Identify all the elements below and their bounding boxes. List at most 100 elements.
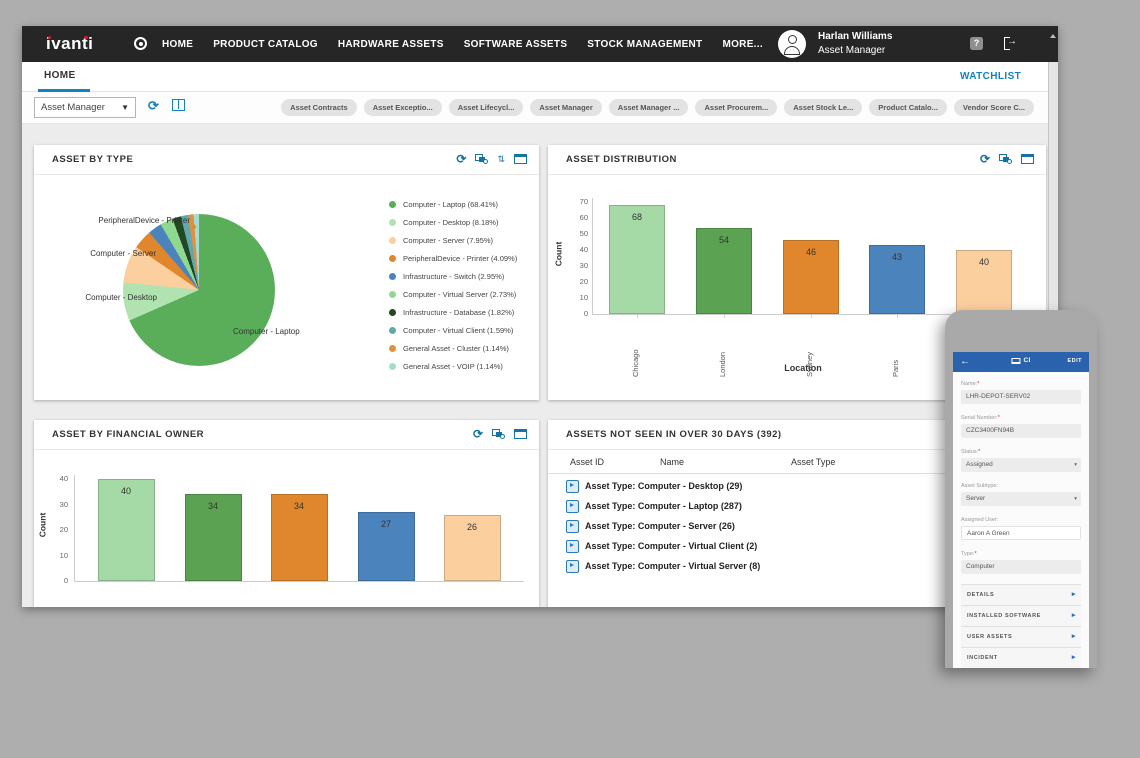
bar-value-27[interactable]	[357, 512, 415, 581]
bar-paris[interactable]	[869, 245, 925, 314]
chip-vendor-score-c[interactable]: Vendor Score C...	[953, 99, 1034, 116]
expand-icon[interactable]	[566, 519, 579, 533]
refresh-icon[interactable]: ⟳	[472, 427, 483, 441]
legend-item[interactable]: General Asset - VOIP (1.14%)	[389, 357, 517, 375]
expand-icon[interactable]	[566, 479, 579, 493]
section-incident[interactable]: INCIDENT ▸	[961, 647, 1081, 668]
legend-item[interactable]: General Asset - Cluster (1.14%)	[389, 339, 517, 357]
chip-asset-stock-le[interactable]: Asset Stock Le...	[784, 99, 863, 116]
expand-icon[interactable]	[566, 539, 579, 553]
legend-item[interactable]: PeripheralDevice - Printer (4.09%)	[389, 249, 517, 267]
pie-chart[interactable]	[123, 214, 275, 366]
legend-item[interactable]: Computer - Server (7.95%)	[389, 231, 517, 249]
nav-item-home[interactable]: HOME	[162, 38, 194, 50]
expand-icon[interactable]	[566, 499, 579, 513]
bar-value-40[interactable]	[97, 479, 155, 581]
table-row[interactable]: Asset Type: Computer - Virtual Server (8…	[548, 556, 1046, 576]
nav-item-hardware-assets[interactable]: HARDWARE ASSETS	[337, 38, 444, 50]
legend-item[interactable]: Computer - Desktop (8.18%)	[389, 213, 517, 231]
chip-asset-contracts[interactable]: Asset Contracts	[281, 99, 357, 116]
pie-label-desktop: Computer - Desktop	[85, 293, 157, 302]
export-icon[interactable]	[492, 428, 505, 440]
bar-value-40[interactable]	[956, 250, 1012, 314]
columns-layout-icon[interactable]	[172, 99, 185, 111]
section-details[interactable]: DETAILS ▸	[961, 584, 1081, 605]
export-icon[interactable]	[999, 153, 1012, 165]
bar-value-34[interactable]	[184, 494, 242, 581]
phone-fields: Name:* LHR-DEPOT-SERV02 Serial Number:* CZC…	[961, 380, 1081, 574]
field-select[interactable]: Assigned ▾	[961, 458, 1081, 472]
maximize-icon[interactable]	[514, 429, 527, 439]
field-input[interactable]: LHR-DEPOT-SERV02	[961, 390, 1081, 404]
expand-icon[interactable]	[566, 559, 579, 573]
table-row[interactable]: Asset Type: Computer - Virtual Client (2…	[548, 536, 1046, 556]
legend-dot-icon	[389, 272, 396, 280]
chip-asset-procurem[interactable]: Asset Procurem...	[695, 99, 778, 116]
tab-home[interactable]: HOME	[44, 70, 76, 81]
sign-out-icon[interactable]: →	[1004, 36, 1018, 50]
field-select[interactable]: Server ▾	[961, 492, 1081, 506]
field-serial-number: Serial Number:* CZC3400FN94B	[961, 414, 1081, 438]
bar-sydney[interactable]	[783, 240, 839, 314]
legend-item[interactable]: Infrastructure - Database (1.82%)	[389, 303, 517, 321]
section-installed-software[interactable]: INSTALLED SOFTWARE ▸	[961, 605, 1081, 626]
field-input[interactable]: CZC3400FN94B	[961, 424, 1081, 438]
bar-value-34[interactable]	[270, 494, 328, 581]
chip-asset-lifecycl[interactable]: Asset Lifecycl...	[448, 99, 524, 116]
table-row-label: Asset Type: Computer - Virtual Server (8…	[585, 561, 761, 571]
column-asset-type[interactable]: Asset Type	[791, 457, 836, 467]
legend-item[interactable]: Computer - Virtual Client (1.59%)	[389, 321, 517, 339]
edit-button[interactable]: EDIT	[1067, 358, 1082, 364]
x-tick-mark	[724, 314, 725, 318]
refresh-icon[interactable]: ⟳	[979, 152, 990, 166]
sort-icon[interactable]: ⇅	[497, 154, 505, 164]
table-row[interactable]: Asset Type: Computer - Laptop (287)	[548, 496, 1046, 516]
nav-item-stock-management[interactable]: STOCK MANAGEMENT	[587, 38, 703, 50]
x-tick-mark	[811, 314, 812, 318]
legend-item[interactable]: Infrastructure - Switch (2.95%)	[389, 267, 517, 285]
panel-title: ASSET BY FINANCIAL OWNER	[52, 429, 205, 440]
window-scrollbar[interactable]	[1048, 26, 1058, 62]
nav-item-product-catalog[interactable]: PRODUCT CATALOG	[213, 38, 318, 50]
section-user-assets[interactable]: USER ASSETS ▸	[961, 626, 1081, 647]
role-selector[interactable]: Asset Manager ▼	[34, 97, 136, 118]
chip-asset-manager[interactable]: Asset Manager	[530, 99, 602, 116]
chevron-right-icon: ▸	[1071, 612, 1076, 619]
table-row[interactable]: Asset Type: Computer - Desktop (29)	[548, 476, 1046, 496]
scroll-up-icon[interactable]	[1049, 34, 1056, 38]
refresh-icon[interactable]: ⟳	[456, 152, 467, 166]
legend-label: Computer - Virtual Client (1.59%)	[403, 325, 514, 335]
refresh-icon[interactable]: ⟳	[148, 98, 159, 113]
export-icon[interactable]	[475, 153, 489, 165]
maximize-icon[interactable]	[514, 154, 527, 164]
column-name[interactable]: Name	[660, 457, 685, 467]
maximize-icon[interactable]	[1021, 154, 1034, 164]
nav-item-software-assets[interactable]: SOFTWARE ASSETS	[463, 38, 568, 50]
chip-asset-manager[interactable]: Asset Manager ...	[608, 99, 689, 116]
bar-value-label: 34	[293, 501, 304, 512]
back-arrow-icon[interactable]: ←	[960, 356, 970, 367]
bar-chicago[interactable]	[609, 205, 665, 314]
field-input[interactable]: Aaron A Green	[961, 526, 1081, 540]
legend-item[interactable]: Computer - Virtual Server (2.73%)	[389, 285, 517, 303]
chevron-right-icon: ▸	[1071, 591, 1076, 598]
bar-value-label: 40	[120, 486, 131, 496]
watchlist-link[interactable]: WATCHLIST	[960, 71, 1022, 82]
bar-value-26[interactable]	[443, 514, 501, 581]
column-asset-id[interactable]: Asset ID	[570, 457, 605, 467]
help-icon[interactable]: ?	[970, 37, 983, 50]
table-row-label: Asset Type: Computer - Server (26)	[585, 521, 735, 531]
nav-item-more[interactable]: MORE...	[722, 38, 763, 50]
workspace-target-icon[interactable]	[134, 37, 147, 50]
panel-asset-distribution: ASSET DISTRIBUTION ⟳ Count Location 0 10 2…	[548, 145, 1046, 400]
legend-item[interactable]: Computer - Laptop (68.41%)	[389, 195, 517, 213]
panel-header: ASSETS NOT SEEN IN OVER 30 DAYS (392)	[548, 420, 1046, 450]
table-row[interactable]: Asset Type: Computer - Server (26)	[548, 516, 1046, 536]
arrow-shape: →	[1007, 36, 1017, 47]
field-input[interactable]: Computer	[961, 560, 1081, 574]
chip-product-catalo[interactable]: Product Catalo...	[869, 99, 947, 116]
bar-london[interactable]	[696, 227, 752, 314]
chip-asset-exceptio[interactable]: Asset Exceptio...	[363, 99, 442, 116]
avatar[interactable]	[778, 30, 806, 58]
legend-dot-icon	[389, 236, 396, 244]
